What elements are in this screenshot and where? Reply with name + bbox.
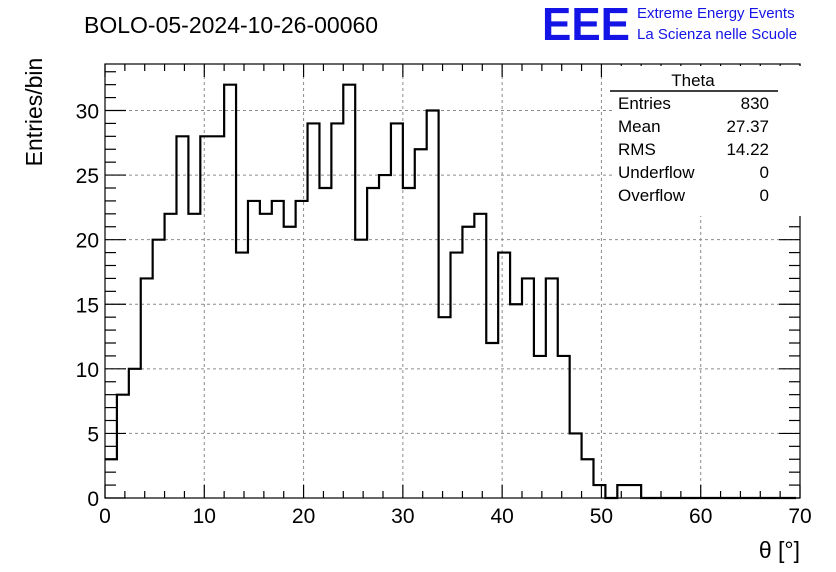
y-tick-label: 25 <box>76 165 99 188</box>
stats-row-label: Entries <box>618 94 671 113</box>
stats-row-value: 27.37 <box>726 117 769 136</box>
stats-row-value: 14.22 <box>726 140 769 159</box>
y-tick-label: 30 <box>76 101 99 124</box>
stats-row-value: 830 <box>741 94 769 113</box>
x-axis-label: θ [°] <box>759 537 800 563</box>
y-tick-label: 20 <box>76 230 99 253</box>
x-tick-label: 60 <box>689 505 712 528</box>
grid-lines <box>105 64 800 498</box>
x-tick-label: 20 <box>292 505 315 528</box>
logo-line-2: La Scienza nelle Scuole <box>637 26 797 43</box>
run-title: BOLO-05-2024-10-26-00060 <box>84 12 378 38</box>
stats-row-label: Overflow <box>618 186 686 205</box>
stats-row-label: RMS <box>618 140 656 159</box>
x-tick-label: 50 <box>590 505 613 528</box>
y-tick-label: 10 <box>76 359 99 382</box>
stats-row-value: 0 <box>760 186 769 205</box>
y-tick-label: 15 <box>76 294 99 317</box>
stats-rows: Entries 830 Mean 27.37 RMS 14.22 Underflow 0 Ove… <box>618 94 769 205</box>
x-tick-label: 70 <box>788 505 811 528</box>
x-tick-label: 40 <box>490 505 513 528</box>
stats-row-label: Underflow <box>618 163 695 182</box>
x-tick-label: 0 <box>99 505 111 528</box>
stats-title: Theta <box>671 71 715 90</box>
y-tick-label: 5 <box>87 423 99 446</box>
stats-row-label: Mean <box>618 117 661 136</box>
logo-mark: EEE <box>542 0 630 50</box>
y-tick-label: 0 <box>87 488 99 511</box>
histogram-series <box>105 83 797 500</box>
logo-line-1: Extreme Energy Events <box>637 5 795 22</box>
stats-box: Theta Entries 830 Mean 27.37 RMS 14.22 Underfl… <box>610 66 804 216</box>
stats-row-value: 0 <box>760 163 769 182</box>
x-tick-label: 30 <box>391 505 414 528</box>
plot-frame <box>104 63 801 499</box>
tick-labels: 0 10 20 30 40 50 60 70 0 5 10 15 20 25 30 <box>76 101 812 529</box>
eee-logo: EEE Extreme Energy Events La Scienza nel… <box>542 0 797 50</box>
y-axis-label: Entries/bin <box>21 58 47 167</box>
x-tick-label: 10 <box>193 505 216 528</box>
